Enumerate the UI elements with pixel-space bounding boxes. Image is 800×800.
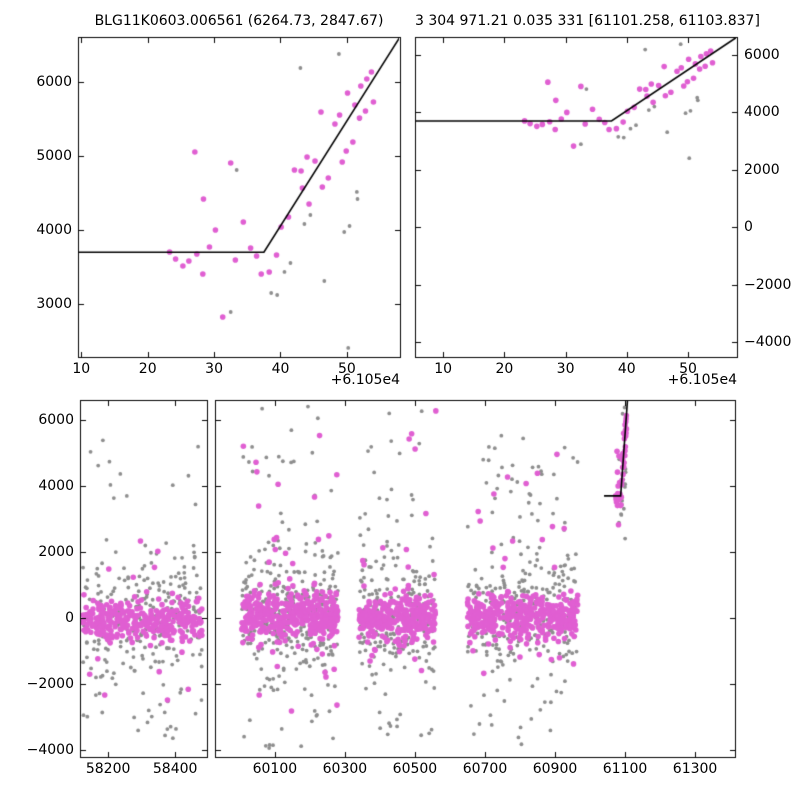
top-right-x-axis-offset-label: +6.105e4	[667, 372, 737, 388]
y-tick-label-top-right: −4000	[744, 333, 792, 350]
y-tick-label-bottom: −4000	[26, 742, 74, 758]
x-tick-label-top-left: 50	[337, 361, 356, 377]
y-tick-label-top-left: 4000	[36, 222, 72, 238]
y-tick-label-top-right: 0	[744, 219, 753, 236]
x-tick-label-top-left: 20	[138, 361, 157, 377]
x-tick-label-top-right: 40	[617, 361, 636, 377]
x-tick-label-top-left: 40	[271, 361, 290, 377]
y-tick-label-top-right: 4000	[744, 104, 780, 121]
x-tick-label-top-right: 30	[556, 361, 575, 377]
x-tick-label-top-right: 50	[679, 361, 697, 377]
x-tick-label-top-left: 10	[72, 361, 91, 377]
x-tick-label-bottom: 61100	[602, 761, 648, 777]
x-tick-label-top-right: 10	[434, 361, 453, 377]
x-tick-label-top-left: 30	[205, 361, 224, 377]
y-tick-label-top-left: 6000	[36, 73, 72, 90]
y-tick-label-top-right: 6000	[744, 46, 780, 63]
x-tick-label-bottom: 60500	[392, 761, 438, 777]
y-tick-label-top-left: 5000	[36, 148, 72, 164]
x-tick-label-bottom: 58400	[152, 761, 198, 777]
x-tick-label-bottom: 60900	[532, 761, 578, 777]
y-tick-label-bottom: 6000	[38, 411, 74, 428]
y-tick-label-top-right: −2000	[744, 276, 792, 293]
y-tick-label-bottom: 2000	[38, 544, 74, 560]
x-tick-label-bottom: 58200	[85, 761, 131, 777]
top-right-panel-title: 3 304 971.21 0.035 331 [61101.258, 61103…	[415, 13, 760, 29]
x-tick-label-bottom: 60100	[252, 761, 298, 777]
y-tick-label-top-left: 3000	[36, 296, 72, 312]
y-tick-label-bottom: −2000	[26, 676, 74, 692]
top-left-x-axis-offset-label: +6.105e4	[330, 372, 400, 388]
top-left-panel-title: BLG11K0603.006561 (6264.73, 2847.67)	[94, 13, 384, 29]
x-tick-label-bottom: 60300	[322, 761, 368, 777]
y-tick-label-top-right: 2000	[744, 161, 780, 178]
x-tick-label-bottom: 60700	[462, 761, 508, 777]
y-tick-label-bottom: 4000	[38, 477, 74, 494]
x-tick-label-top-right: 20	[495, 361, 514, 377]
y-tick-label-bottom: 0	[65, 610, 74, 626]
x-tick-label-bottom: 61300	[672, 761, 718, 777]
